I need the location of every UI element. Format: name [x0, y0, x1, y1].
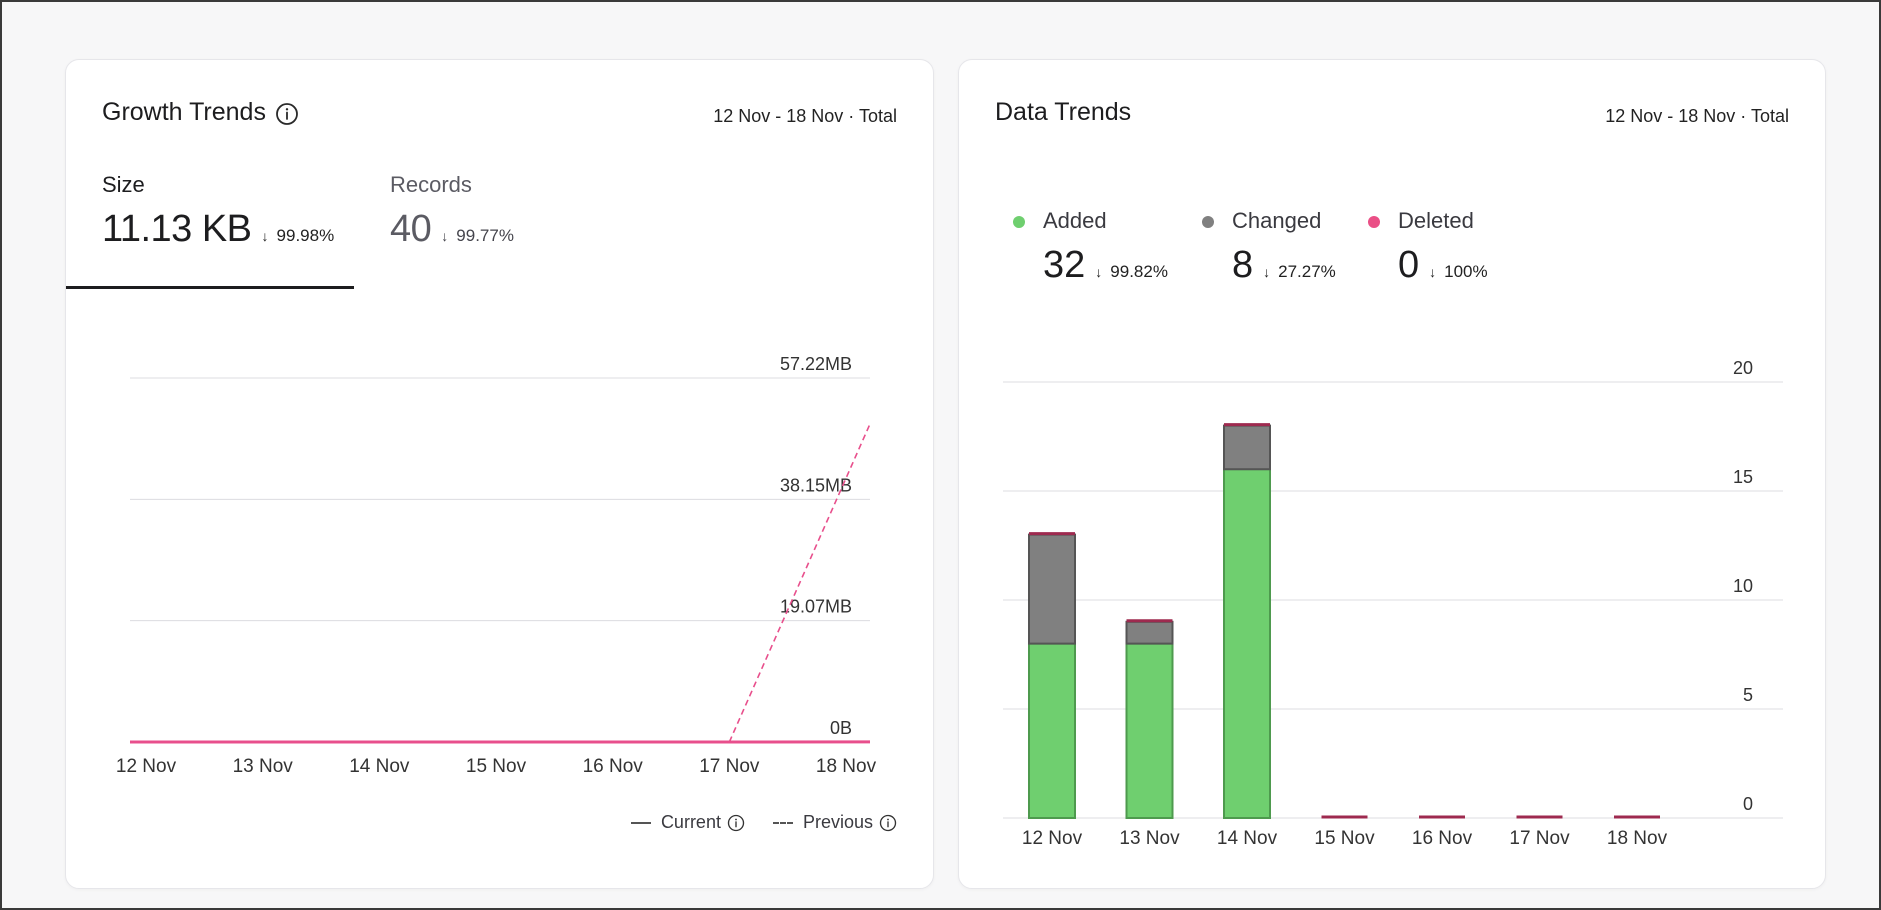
records-change: 99.77% — [456, 226, 514, 245]
data-trends-card: Data Trends 12 Nov - 18 Nov · Total Adde… — [958, 59, 1826, 889]
tab-records[interactable]: Records 40 ↓ 99.77% — [390, 172, 514, 251]
bar-changed — [1125, 620, 1174, 645]
bar-changed — [1028, 533, 1076, 645]
x-tick-label: 12 Nov — [1022, 828, 1083, 849]
tab-size-label: Size — [102, 172, 145, 197]
data-bar-chart: 0 5 10 15 20 12 Nov 13 Nov 14 Nov 15 Nov 16 Nov 17… — [1003, 358, 1783, 849]
bar-added — [1125, 642, 1174, 819]
growth-line-chart: 0B 19.07MB 38.15MB 57.22MB 12 Nov 13 Nov 14 No… — [116, 354, 877, 777]
x-tick-label: 13 Nov — [1119, 828, 1180, 849]
x-tick-label: 18 Nov — [1607, 828, 1668, 849]
stat-deleted-change: 100% — [1444, 262, 1488, 281]
y-tick-label: 19.07MB — [780, 597, 852, 617]
bar-changed — [1223, 424, 1271, 471]
x-tick-label: 12 Nov — [116, 756, 177, 777]
legend-previous-label: Previous — [802, 812, 873, 832]
x-tick-label: 17 Nov — [699, 756, 760, 777]
stat-changed-value: 8 — [1232, 244, 1254, 286]
legend-current-label: Current — [660, 812, 721, 832]
bar-added — [1223, 468, 1271, 819]
growth-legend: Current Previous — [630, 812, 897, 833]
x-tick-label: 16 Nov — [583, 756, 644, 777]
growth-trends-card: Growth Trends 12 Nov - 18 Nov · Total Si… — [65, 59, 934, 889]
series-line-previous — [728, 423, 871, 743]
arrow-down-icon: ↓ — [1263, 264, 1271, 280]
x-tick-label: 15 Nov — [466, 756, 527, 777]
added-dot-icon — [1013, 216, 1025, 228]
arrow-down-icon: ↓ — [261, 228, 269, 244]
y-tick-label: 0 — [1743, 794, 1753, 814]
x-tick-label: 18 Nov — [816, 756, 877, 777]
stat-added-value: 32 — [1043, 244, 1086, 286]
deleted-dot-icon — [1368, 216, 1380, 228]
legend-dashed-line — [772, 821, 793, 824]
legend-solid-line — [630, 821, 651, 824]
tab-records-label: Records — [390, 172, 472, 197]
y-tick-label: 5 — [1743, 685, 1753, 705]
y-tick-label: 38.15MB — [780, 475, 852, 495]
arrow-down-icon: ↓ — [1095, 264, 1103, 280]
info-icon[interactable] — [727, 812, 745, 833]
x-tick-label: 17 Nov — [1509, 828, 1570, 849]
stat-changed-label: Changed — [1232, 208, 1322, 233]
stat-added-label: Added — [1043, 208, 1107, 233]
growth-trends-title: Growth Trends — [102, 98, 266, 126]
records-value: 40 — [390, 208, 432, 250]
data-date-range: 12 Nov - 18 Nov · Total — [1605, 106, 1789, 126]
y-tick-label: 20 — [1733, 358, 1753, 378]
x-tick-label: 14 Nov — [1217, 828, 1278, 849]
arrow-down-icon: ↓ — [1429, 264, 1437, 280]
x-tick-label: 15 Nov — [1314, 828, 1375, 849]
y-tick-label: 0B — [830, 718, 852, 738]
info-icon[interactable] — [275, 102, 299, 131]
stat-deleted-value: 0 — [1398, 244, 1420, 286]
x-tick-label: 13 Nov — [233, 756, 294, 777]
x-tick-label: 14 Nov — [349, 756, 410, 777]
growth-date-range: 12 Nov - 18 Nov · Total — [713, 106, 897, 126]
y-tick-label: 10 — [1733, 576, 1753, 596]
x-tick-label: 16 Nov — [1412, 828, 1473, 849]
info-icon[interactable] — [879, 812, 897, 833]
data-trends-title: Data Trends — [995, 98, 1132, 126]
size-value: 11.13 KB — [102, 208, 252, 250]
stat-added-change: 99.82% — [1110, 262, 1168, 281]
changed-dot-icon — [1202, 216, 1214, 228]
arrow-down-icon: ↓ — [441, 228, 449, 244]
y-tick-label: 57.22MB — [780, 354, 852, 374]
tab-size[interactable]: Size 11.13 KB ↓ 99.98% — [102, 172, 334, 251]
y-tick-label: 15 — [1733, 467, 1753, 487]
size-change: 99.98% — [276, 226, 335, 245]
stat-changed-change: 27.27% — [1278, 262, 1336, 281]
stat-deleted-label: Deleted — [1398, 208, 1474, 233]
active-tab-indicator — [66, 286, 354, 289]
bar-added — [1028, 642, 1076, 819]
